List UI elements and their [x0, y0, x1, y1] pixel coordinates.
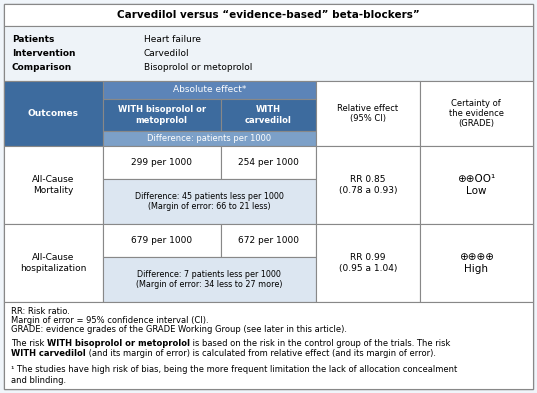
Bar	[103, 81, 316, 99]
Text: Difference: patients per 1000: Difference: patients per 1000	[147, 134, 272, 143]
Text: 679 per 1000: 679 per 1000	[131, 236, 192, 245]
Bar	[103, 131, 316, 146]
Text: RR: Risk ratio.: RR: Risk ratio.	[11, 307, 70, 316]
Text: Outcomes: Outcomes	[28, 109, 79, 118]
Bar	[4, 81, 103, 146]
Text: Relative effect
(95% CI): Relative effect (95% CI)	[337, 104, 398, 123]
Text: Difference: 7 patients less per 1000
(Margin of error: 34 less to 27 more): Difference: 7 patients less per 1000 (Ma…	[136, 270, 282, 289]
Bar	[4, 26, 533, 81]
Text: is based on the risk in the control group of the trials. The risk: is based on the risk in the control grou…	[190, 339, 451, 348]
Text: 254 per 1000: 254 per 1000	[238, 158, 299, 167]
Bar	[103, 224, 221, 257]
Bar	[103, 146, 221, 179]
Bar	[103, 99, 221, 131]
Text: 299 per 1000: 299 per 1000	[131, 158, 192, 167]
Text: Certainty of
the evidence
(GRADE): Certainty of the evidence (GRADE)	[449, 99, 504, 129]
Text: Patients: Patients	[12, 35, 54, 44]
Bar	[103, 257, 316, 302]
Text: All-Cause
hospitalization: All-Cause hospitalization	[20, 253, 86, 273]
Text: Bisoprolol or metoprolol: Bisoprolol or metoprolol	[144, 62, 252, 72]
Text: WITH carvedilol: WITH carvedilol	[11, 349, 86, 358]
Bar	[4, 302, 533, 389]
Text: All-Cause
Mortality: All-Cause Mortality	[32, 175, 75, 195]
Text: WITH bisoprolol or
metoprolol: WITH bisoprolol or metoprolol	[118, 105, 206, 125]
Bar	[4, 146, 103, 224]
Text: Heart failure: Heart failure	[144, 35, 201, 44]
Bar	[420, 146, 533, 224]
Text: 672 per 1000: 672 per 1000	[238, 236, 299, 245]
Bar	[420, 224, 533, 302]
Bar	[4, 224, 103, 302]
Text: WITH
carvedilol: WITH carvedilol	[245, 105, 292, 125]
Bar	[103, 179, 316, 224]
Text: Carvedilol: Carvedilol	[144, 48, 190, 57]
Text: GRADE: evidence grades of the GRADE Working Group (see later in this article).: GRADE: evidence grades of the GRADE Work…	[11, 325, 347, 334]
Text: Comparison: Comparison	[12, 62, 72, 72]
Text: Absolute effect*: Absolute effect*	[173, 86, 246, 94]
Text: Margin of error = 95% confidence interval (CI).: Margin of error = 95% confidence interva…	[11, 316, 209, 325]
Text: ⊕⊕⊕⊕
High: ⊕⊕⊕⊕ High	[459, 252, 494, 274]
Text: RR 0.99
(0.95 a 1.04): RR 0.99 (0.95 a 1.04)	[339, 253, 397, 273]
Bar	[316, 81, 420, 146]
Bar	[221, 99, 316, 131]
Text: ⊕⊕OO¹
Low: ⊕⊕OO¹ Low	[457, 174, 496, 196]
Bar	[316, 146, 420, 224]
Bar	[316, 224, 420, 302]
Text: WITH bisoprolol or metoprolol: WITH bisoprolol or metoprolol	[47, 339, 190, 348]
Text: RR 0.85
(0.78 a 0.93): RR 0.85 (0.78 a 0.93)	[339, 175, 397, 195]
Text: Carvedilol versus “evidence-based” beta-blockers”: Carvedilol versus “evidence-based” beta-…	[117, 10, 420, 20]
Text: (and its margin of error) is calculated from relative effect (and its margin of : (and its margin of error) is calculated …	[86, 349, 436, 358]
Bar	[4, 4, 533, 26]
Bar	[221, 224, 316, 257]
Text: The risk: The risk	[11, 339, 47, 348]
Bar	[221, 146, 316, 179]
Text: Intervention: Intervention	[12, 48, 76, 57]
Bar	[420, 81, 533, 146]
Text: Difference: 45 patients less per 1000
(Margin of error: 66 to 21 less): Difference: 45 patients less per 1000 (M…	[135, 192, 284, 211]
Text: ¹ The studies have high risk of bias, being the more frequent limitation the lac: ¹ The studies have high risk of bias, be…	[11, 365, 457, 385]
